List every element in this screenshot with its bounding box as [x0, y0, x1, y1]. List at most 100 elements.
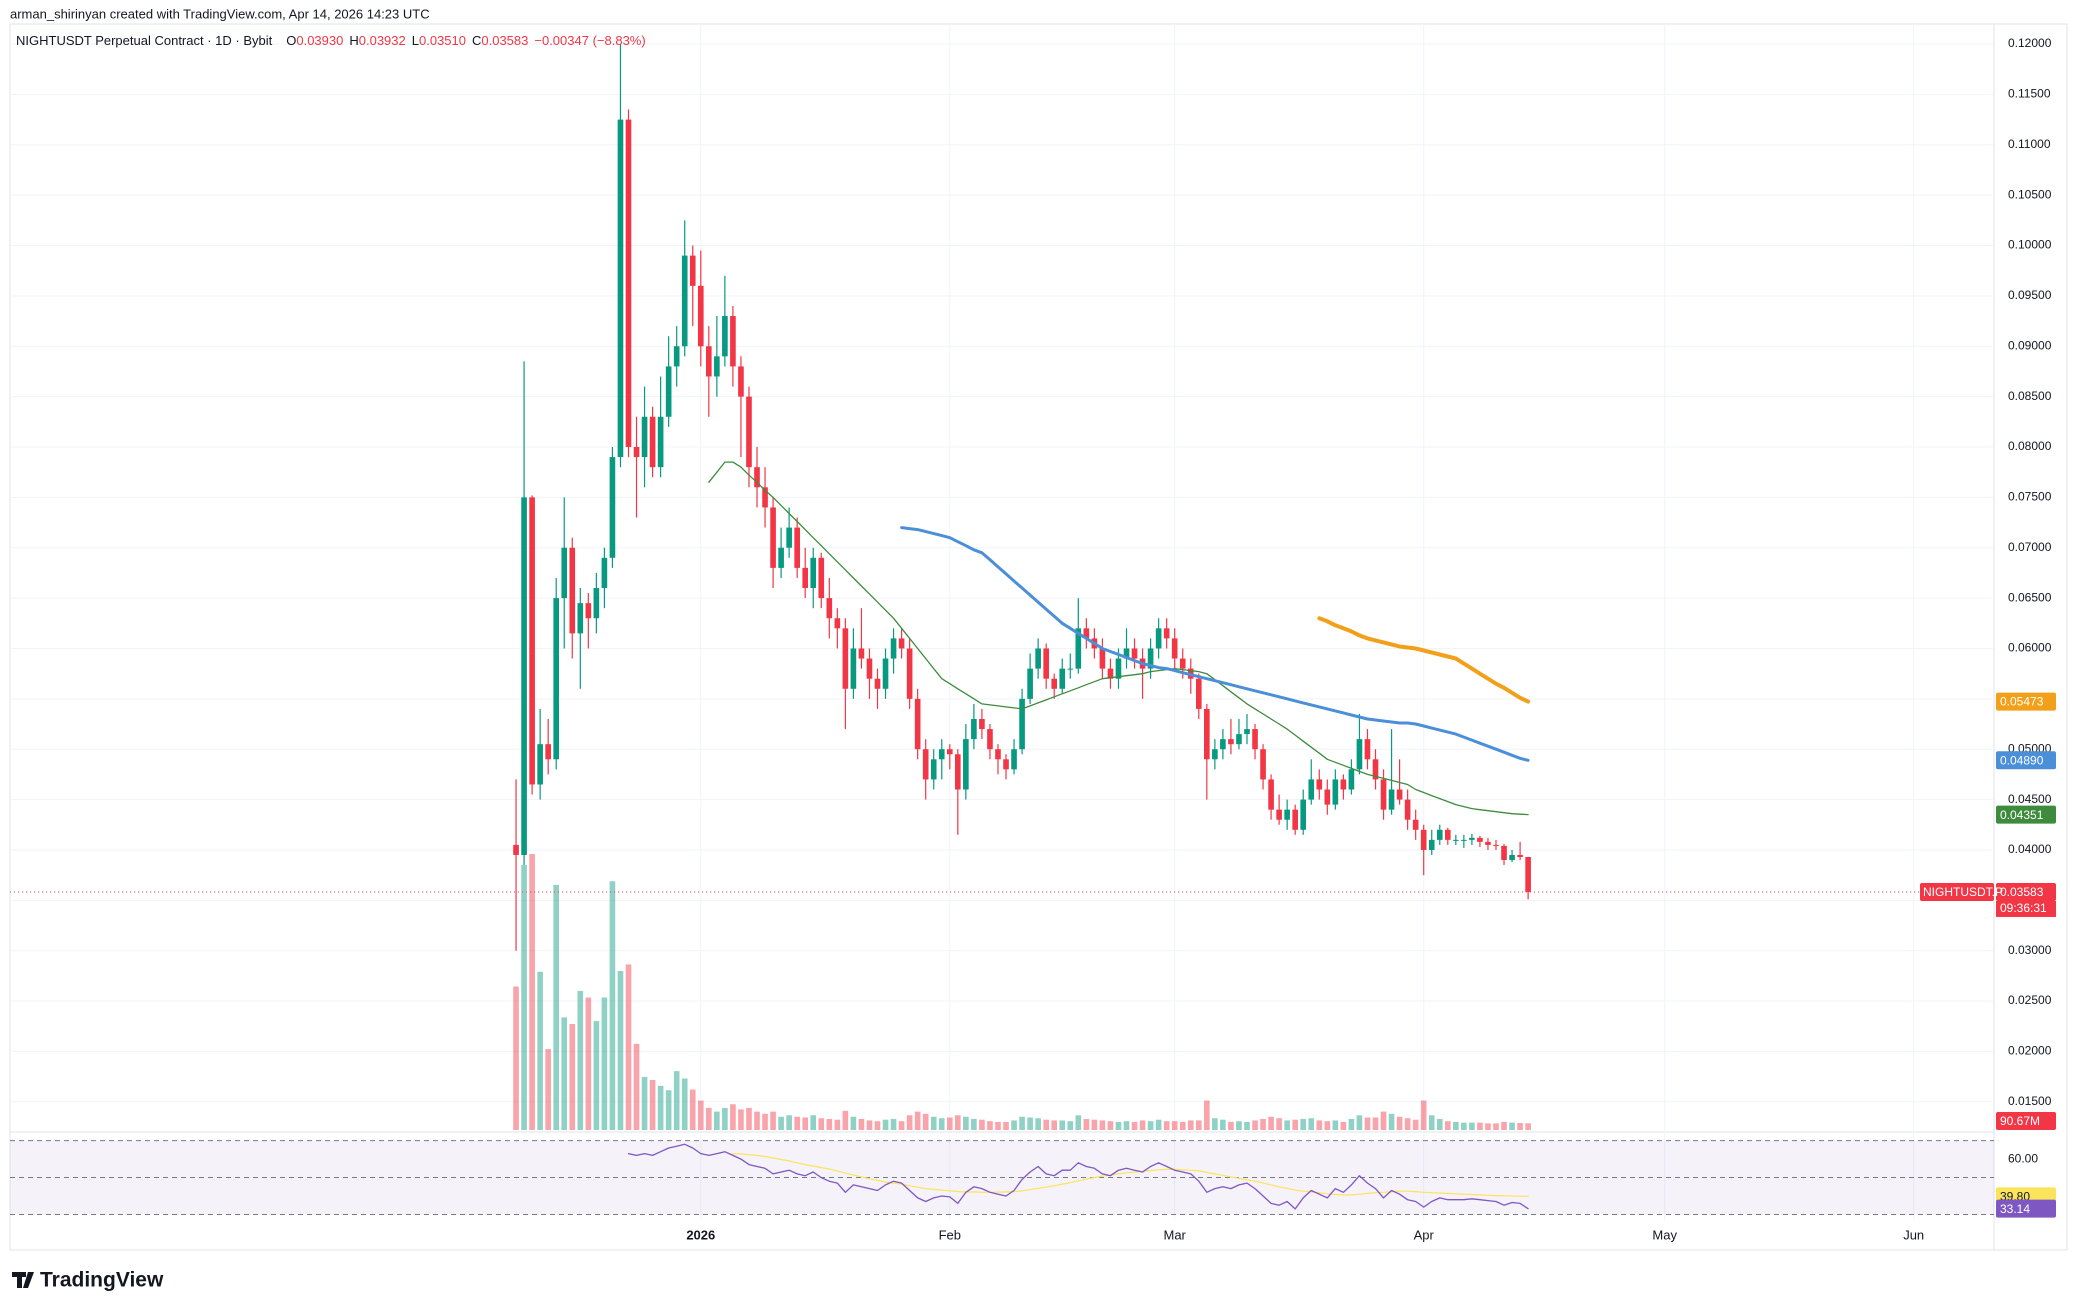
- volume-bar: [1324, 1121, 1331, 1130]
- legend-key: O: [286, 33, 296, 48]
- candle-body: [1099, 648, 1106, 669]
- volume-bar: [1059, 1120, 1066, 1130]
- volume-bar: [1171, 1121, 1178, 1130]
- volume-bar: [1388, 1113, 1395, 1130]
- volume-bar: [1043, 1119, 1049, 1130]
- candle-body: [513, 844, 519, 855]
- candle-body: [1332, 779, 1339, 805]
- y-tick-label: 0.02500: [2008, 993, 2052, 1007]
- volume-bar: [914, 1111, 921, 1130]
- candle-body: [1420, 829, 1427, 850]
- volume-bar: [625, 964, 632, 1130]
- volume-bar: [529, 854, 535, 1130]
- rsi-line: [627, 1143, 1529, 1210]
- candle-body: [890, 638, 897, 659]
- volume-bar: [1027, 1117, 1033, 1130]
- volume-bar: [938, 1118, 945, 1130]
- y-tick-label: 0.06500: [2008, 590, 2052, 604]
- y-tick-label: 0.11500: [2008, 87, 2051, 101]
- legend-change: −0.00347 (−8.83%): [534, 33, 645, 48]
- candle-body: [1517, 854, 1523, 858]
- candle-body: [866, 658, 873, 679]
- volume-bar: [922, 1113, 929, 1130]
- candle-body: [730, 316, 736, 367]
- volume-bar: [762, 1113, 768, 1130]
- volume-bar: [513, 986, 519, 1130]
- candle-body: [609, 457, 616, 558]
- candle-body: [537, 744, 543, 785]
- candle-body: [545, 744, 551, 760]
- x-tick-label: Mar: [1164, 1227, 1187, 1242]
- volume-bar: [1147, 1121, 1154, 1130]
- candle-body: [633, 447, 640, 458]
- legend-key: C: [472, 33, 481, 48]
- volume-bar: [810, 1115, 817, 1130]
- volume-bar: [681, 1078, 688, 1130]
- volume-bar: [1444, 1121, 1451, 1130]
- price-badge: [1996, 882, 2056, 901]
- symbol-badge: [1920, 882, 1994, 901]
- volume-bar: [1308, 1118, 1315, 1130]
- volume-bar: [1163, 1121, 1170, 1130]
- countdown-badge: [1996, 900, 2056, 917]
- candle-body: [1027, 668, 1033, 699]
- volume-bar: [826, 1118, 833, 1130]
- candle-body: [706, 346, 712, 377]
- y-tick-label: 0.11000: [2008, 137, 2051, 151]
- logo-icon: [12, 1272, 34, 1288]
- price-badge-label: 33.14: [2000, 1202, 2030, 1216]
- y-tick-label: 0.02000: [2008, 1044, 2052, 1058]
- volume-bar: [617, 971, 624, 1130]
- symbol-badge-label: NIGHTUSDT.P: [1923, 885, 2003, 899]
- y-tick-label: 0.04000: [2008, 842, 2052, 856]
- candle-body: [577, 603, 584, 634]
- candle-body: [569, 547, 576, 634]
- credit: arman_shirinyan created with TradingView…: [10, 6, 430, 21]
- candle-body: [697, 285, 704, 347]
- volume-bar: [778, 1116, 784, 1130]
- volume-bar: [746, 1107, 752, 1130]
- candle-body: [1348, 769, 1355, 790]
- volume-bar: [1107, 1121, 1114, 1130]
- volume-bar: [842, 1110, 849, 1130]
- volume-bar: [1461, 1122, 1467, 1130]
- candle-body: [722, 316, 728, 357]
- volume-bar: [1228, 1121, 1234, 1130]
- volume-bar: [987, 1121, 993, 1130]
- volume-bar: [641, 1077, 648, 1130]
- candle-body: [963, 739, 969, 790]
- candle-body: [1308, 779, 1315, 800]
- volume-bar: [1204, 1100, 1210, 1130]
- candle-body: [842, 628, 849, 689]
- volume-bar: [537, 971, 543, 1130]
- candle-body: [1469, 837, 1475, 840]
- candle-body: [1043, 648, 1049, 679]
- y-tick-label: 0.08500: [2008, 389, 2052, 403]
- candle-body: [617, 119, 624, 458]
- candle-body: [1163, 628, 1170, 639]
- y-tick-label: 0.08000: [2008, 439, 2052, 453]
- volume-bar: [569, 1024, 576, 1130]
- candle-body: [1123, 648, 1130, 659]
- candle-body: [673, 346, 680, 367]
- candle-body: [521, 497, 527, 855]
- candle-body: [746, 396, 752, 468]
- volume-bar: [1284, 1120, 1290, 1130]
- y-tick-label: 0.09000: [2008, 338, 2052, 352]
- volume-bar: [553, 884, 560, 1130]
- candle-body: [762, 487, 768, 508]
- candle-body: [1252, 729, 1258, 750]
- candle-body: [1155, 628, 1162, 649]
- volume-bar: [561, 1017, 568, 1130]
- volume-bar: [1501, 1121, 1507, 1130]
- volume-bar: [834, 1119, 841, 1130]
- volume-bar: [1316, 1120, 1323, 1130]
- volume-bar: [1099, 1120, 1106, 1130]
- volume-bar: [545, 1049, 551, 1130]
- volume-bar: [1003, 1121, 1009, 1130]
- candle-body: [714, 356, 720, 377]
- candle-body: [689, 255, 696, 286]
- x-tick-label: Apr: [1414, 1227, 1435, 1242]
